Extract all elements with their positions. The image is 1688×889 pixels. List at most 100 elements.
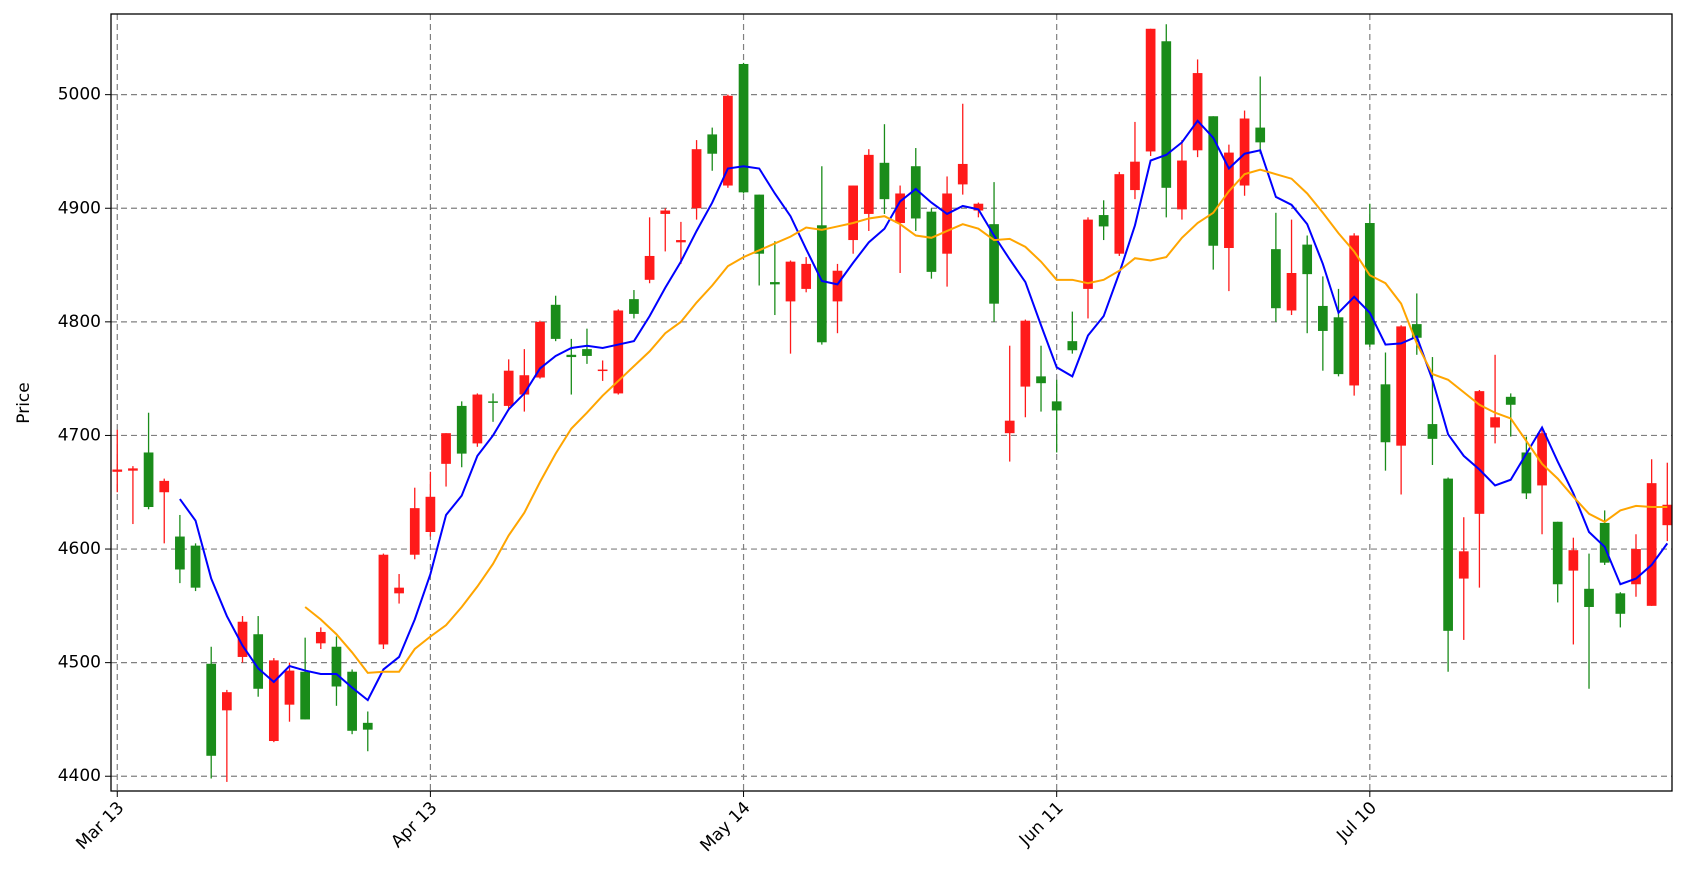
y-tick-label: 4900 (58, 198, 101, 218)
candle-body (1662, 504, 1673, 526)
candle-body (629, 299, 639, 314)
candle-body (785, 261, 796, 302)
candle-body (1631, 549, 1641, 585)
candle-body (676, 240, 686, 243)
candle-body (1255, 127, 1266, 143)
candle-body (613, 310, 624, 394)
candle-body (1271, 249, 1281, 309)
candle-body (957, 163, 968, 185)
candle-body (409, 508, 420, 555)
candle-body (1380, 384, 1391, 443)
candle-body (550, 304, 561, 339)
candle-body (879, 162, 890, 200)
candle-body (1239, 118, 1250, 186)
moving-average-line (179, 119, 1669, 702)
candle-body (1067, 341, 1078, 351)
candle-body (425, 496, 436, 532)
candle-body (300, 671, 311, 720)
candle-body (597, 369, 608, 372)
candle-body (660, 210, 671, 214)
candle-body (441, 433, 451, 464)
candle-body (347, 671, 357, 731)
candle-body (1537, 433, 1547, 486)
y-tick-label: 4400 (58, 766, 101, 786)
candle-body (159, 480, 170, 493)
candle-body (1098, 215, 1109, 227)
candle-body (1474, 391, 1485, 514)
candle-body (566, 354, 577, 358)
candle-body (222, 692, 232, 711)
candle-body (190, 545, 201, 588)
candle-body (128, 468, 138, 471)
candle-body (112, 469, 123, 472)
candle-body (1458, 551, 1469, 579)
candle-body (1083, 219, 1093, 289)
candle-body (1349, 235, 1360, 386)
candle-body (1004, 420, 1015, 434)
candle-body (519, 375, 530, 395)
candle-body (362, 722, 373, 730)
candle-body (1145, 28, 1156, 152)
candle-body (1130, 161, 1140, 191)
y-axis-label: Price (14, 382, 34, 423)
candle-body (1584, 588, 1594, 607)
candle-body (206, 663, 217, 756)
candle-body (1302, 244, 1313, 275)
candle-body (707, 134, 718, 154)
x-tick-label: May 14 (696, 798, 754, 856)
x-tick-label: Jul 10 (1332, 798, 1380, 846)
candle-body (1615, 593, 1626, 614)
candle-body (1161, 41, 1172, 188)
candle-body (738, 63, 749, 193)
candle-body (1333, 317, 1344, 375)
candle-body (1599, 522, 1610, 563)
candle-body (926, 211, 937, 272)
candle-body (644, 255, 655, 280)
moving-average-line (304, 168, 1668, 674)
candle-body (770, 282, 780, 285)
candle-body (488, 401, 498, 403)
candle-body (863, 154, 874, 214)
candle-body (754, 194, 765, 254)
candle-body (331, 646, 342, 687)
candle-body (582, 349, 592, 356)
candle-body (472, 394, 483, 444)
y-tick-label: 4600 (58, 539, 101, 559)
candle-body (1552, 521, 1563, 585)
candle-body (942, 193, 952, 254)
candle-body (1036, 376, 1046, 384)
candle-body (1521, 452, 1532, 494)
candle-body (1646, 483, 1657, 606)
candle-body (284, 670, 295, 705)
candle-body (237, 621, 248, 657)
y-tick-label: 4500 (58, 653, 101, 673)
candle-body (1208, 116, 1219, 246)
candle-body (1490, 417, 1500, 428)
candle-body (1286, 273, 1297, 311)
x-tick-label: Jun 11 (1015, 798, 1068, 851)
candle-body (1427, 424, 1438, 439)
candle-body (394, 587, 404, 594)
candle-body (1020, 320, 1031, 387)
candle-body (503, 370, 514, 406)
candle-body (723, 95, 733, 186)
x-tick-label: Mar 13 (72, 798, 128, 854)
candle-body (691, 149, 702, 209)
candle-body (1114, 174, 1125, 254)
candle-body (175, 536, 185, 570)
y-tick-label: 4700 (58, 425, 101, 445)
candle-body (315, 631, 326, 644)
candle-body (801, 263, 812, 289)
candle-body (816, 225, 827, 343)
y-tick-label: 5000 (58, 85, 101, 105)
candle-body (1192, 73, 1203, 151)
candle-body (1505, 396, 1516, 405)
plot-frame (110, 13, 1673, 792)
candle-body (378, 554, 389, 645)
candle-body (832, 270, 843, 302)
candle-body (989, 224, 999, 304)
candle-body (1364, 223, 1375, 345)
candle-body (910, 166, 921, 219)
y-tick-label: 4800 (58, 312, 101, 332)
